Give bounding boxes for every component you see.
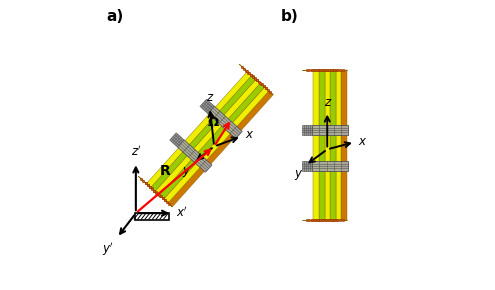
Polygon shape bbox=[312, 162, 348, 171]
Polygon shape bbox=[325, 70, 330, 220]
Polygon shape bbox=[336, 70, 341, 220]
Bar bbox=[135, 213, 169, 220]
Polygon shape bbox=[341, 70, 347, 220]
Polygon shape bbox=[208, 106, 242, 139]
Text: a): a) bbox=[107, 9, 124, 24]
Polygon shape bbox=[330, 70, 336, 220]
Polygon shape bbox=[150, 75, 256, 191]
Text: $x$: $x$ bbox=[358, 135, 367, 148]
Polygon shape bbox=[147, 72, 251, 187]
Polygon shape bbox=[155, 79, 260, 195]
Text: $y$: $y$ bbox=[182, 165, 192, 179]
Text: $z'$: $z'$ bbox=[131, 145, 142, 160]
Polygon shape bbox=[302, 162, 312, 171]
Polygon shape bbox=[159, 83, 264, 199]
Text: $\mathbf{\Omega}$: $\mathbf{\Omega}$ bbox=[207, 116, 220, 129]
Polygon shape bbox=[312, 125, 348, 135]
Text: $z$: $z$ bbox=[325, 96, 333, 109]
Polygon shape bbox=[138, 176, 172, 207]
Polygon shape bbox=[164, 87, 269, 203]
Polygon shape bbox=[177, 140, 212, 172]
Polygon shape bbox=[302, 125, 312, 135]
Polygon shape bbox=[239, 64, 273, 95]
Polygon shape bbox=[168, 91, 273, 207]
Polygon shape bbox=[170, 133, 184, 147]
Text: $z$: $z$ bbox=[205, 91, 214, 104]
Text: $\mathbf{R}$: $\mathbf{R}$ bbox=[159, 164, 171, 178]
Text: $y'$: $y'$ bbox=[102, 241, 114, 258]
Text: $y$: $y$ bbox=[294, 168, 303, 182]
Polygon shape bbox=[200, 99, 214, 113]
Text: b): b) bbox=[281, 9, 298, 24]
Text: $x$: $x$ bbox=[245, 128, 254, 141]
Text: $x'$: $x'$ bbox=[176, 206, 188, 220]
Polygon shape bbox=[313, 70, 319, 220]
Polygon shape bbox=[319, 70, 325, 220]
